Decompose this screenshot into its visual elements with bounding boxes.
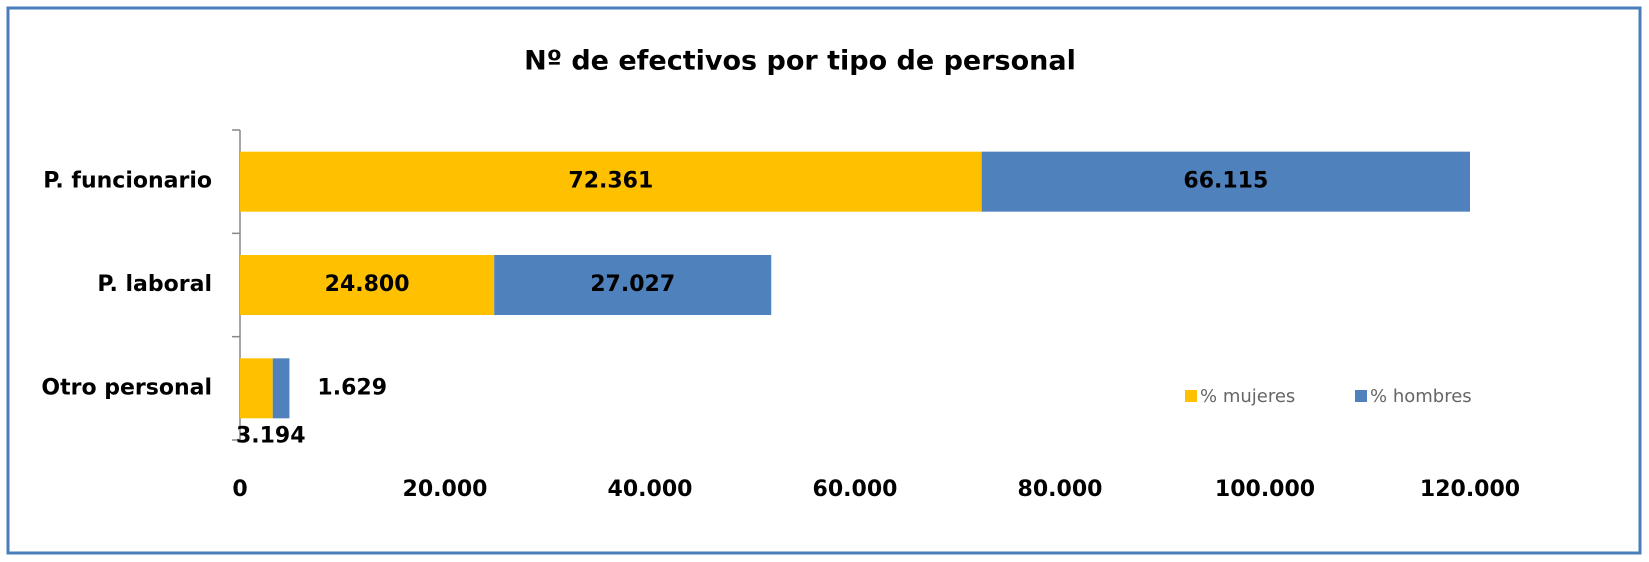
data-label: 72.361 xyxy=(568,169,653,194)
data-label: 66.115 xyxy=(1183,169,1268,194)
legend-label: % mujeres xyxy=(1200,386,1295,407)
data-label: 3.194 xyxy=(236,423,306,448)
x-tick-label: 120.000 xyxy=(1420,477,1520,502)
bar-segment xyxy=(494,255,772,315)
x-tick-label: 20.000 xyxy=(403,477,488,502)
bar-segment xyxy=(240,151,982,212)
x-tick-label: 80.000 xyxy=(1018,477,1103,502)
bar-segment xyxy=(240,255,495,315)
y-tick-label: P. laboral xyxy=(97,272,212,297)
x-tick-label: 40.000 xyxy=(608,477,693,502)
chart-title: Nº de efectivos por tipo de personal xyxy=(524,46,1076,77)
bar-segment xyxy=(240,358,273,419)
legend-swatch xyxy=(1355,390,1367,402)
y-tick-label: Otro personal xyxy=(41,375,212,400)
bar-segment xyxy=(272,358,290,419)
legend-label: % hombres xyxy=(1370,386,1472,407)
data-label: 1.629 xyxy=(317,375,387,400)
x-tick-label: 0 xyxy=(232,477,247,502)
data-label: 27.027 xyxy=(590,272,675,297)
plot-area xyxy=(240,151,1470,419)
x-tick-label: 100.000 xyxy=(1215,477,1315,502)
legend-swatch xyxy=(1185,390,1197,402)
y-tick-label: P. funcionario xyxy=(43,169,212,194)
bar-segment xyxy=(981,151,1470,212)
x-tick-label: 60.000 xyxy=(813,477,898,502)
data-label: 24.800 xyxy=(325,272,410,297)
